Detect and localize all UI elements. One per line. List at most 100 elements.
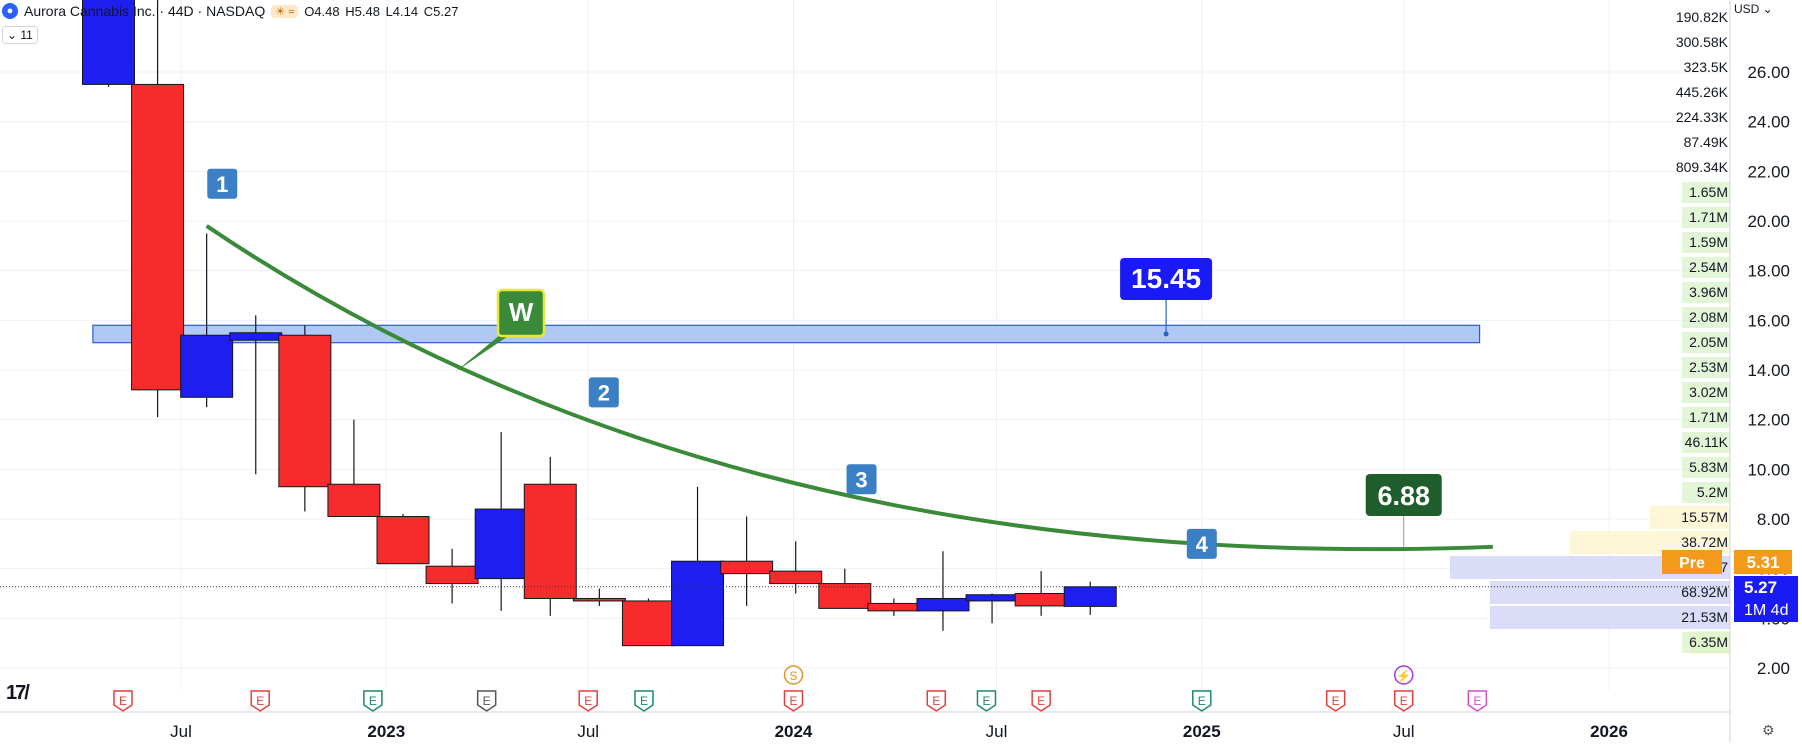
tradingview-logo[interactable]: 17/	[6, 682, 30, 704]
candle-up	[1063, 586, 1117, 607]
candle-down	[1014, 593, 1068, 607]
wave-label-box	[588, 377, 619, 408]
event-marker-badge	[476, 690, 497, 712]
volume-profile-label: 5.83M	[1689, 459, 1728, 475]
volume-profile-label: 323.5K	[1684, 59, 1729, 75]
event-markers: E E E E E E ESE E E E E E⚡E	[113, 665, 1488, 712]
event-marker-glyph: E	[584, 694, 592, 708]
event-marker-glyph: E	[1400, 694, 1408, 708]
volume-profile-label: 190.82K	[1676, 9, 1729, 25]
candle-down	[425, 565, 479, 585]
price-axis-tick: 20.00	[1747, 212, 1790, 231]
event-marker-badge	[363, 690, 383, 712]
volume-profile-bar	[1490, 606, 1730, 629]
event-marker-glyph: E	[640, 694, 648, 708]
event-marker-badge	[783, 690, 804, 712]
volume-profile-label: 87.49K	[1684, 134, 1729, 150]
price-axis-tick: 2.00	[1757, 659, 1790, 678]
volume-profile-label: 2.54M	[1689, 259, 1728, 275]
wave-label-box	[207, 168, 238, 199]
event-marker-glyph: E	[1037, 694, 1045, 708]
volume-profile-bar	[1682, 332, 1730, 353]
trend-curve	[205, 224, 1493, 552]
ohlc-low: L4.14	[385, 3, 419, 19]
candle-up	[671, 560, 725, 647]
event-marker-glyph: E	[119, 694, 127, 708]
volume-profile-bar	[1682, 432, 1730, 453]
event-marker-badge	[1325, 690, 1346, 712]
event-marker-badge	[250, 690, 270, 712]
zone-label-anchor	[1163, 331, 1169, 337]
time-axis-tick: Jul	[170, 722, 192, 741]
volume-profile-label: 224.33K	[1676, 109, 1729, 125]
time-axis-tick: Jul	[1393, 722, 1415, 741]
last-price-value: 5.27	[1744, 578, 1777, 597]
price-axis-tick: 14.00	[1747, 361, 1790, 380]
event-marker-badge	[1467, 690, 1488, 712]
volume-profile-bar	[1682, 257, 1730, 278]
pre-market-label: Pre	[1679, 555, 1705, 572]
currency-select[interactable]: USD ⌄	[1734, 2, 1773, 16]
time-axis-tick: 2024	[775, 722, 813, 741]
candle-down	[867, 602, 921, 612]
wave-label-box	[1186, 528, 1217, 559]
volume-profile-bar	[1682, 457, 1730, 478]
volume-profile-label: 5.2M	[1697, 484, 1728, 500]
volume-profile-bar	[1682, 232, 1730, 253]
symbol-logo-icon[interactable]: ●	[2, 3, 18, 19]
time-axis-tick: 2026	[1590, 722, 1628, 741]
volume-profile-bar	[1650, 506, 1730, 529]
volume-profile-label: 6.35M	[1689, 634, 1728, 650]
volume-profile-label: 68.92M	[1681, 584, 1728, 600]
event-marker-badge	[976, 690, 997, 712]
volume-profile-label: 3.96M	[1689, 284, 1728, 300]
candle-up	[81, 0, 135, 85]
price-axis-tick: 18.00	[1747, 262, 1790, 281]
candle-up	[965, 594, 1019, 602]
indicator-count: 11	[20, 28, 33, 42]
event-marker-glyph: E	[932, 694, 940, 708]
candle-down	[621, 600, 675, 647]
event-marker-circle	[1393, 665, 1414, 685]
candle-down	[720, 560, 774, 575]
candle-up	[229, 332, 283, 341]
event-marker-glyph: E	[1473, 694, 1481, 708]
wave-label-text: 4	[1196, 532, 1209, 557]
event-marker-badge	[634, 690, 654, 712]
price-axis-tick: 16.00	[1747, 311, 1790, 330]
volume-profile-bar	[1682, 182, 1730, 203]
volume-profile-label: 2.05M	[1689, 334, 1728, 350]
ohlc-values: O4.48 H5.48 L4.14 C5.27	[304, 4, 460, 19]
indicator-toggle[interactable]: ⌄ 11	[2, 26, 38, 44]
volume-profile: 190.82K 300.58K 323.5K 445.26K 224.33K 87.49K…	[1450, 9, 1730, 654]
volume-profile-bar	[1570, 531, 1730, 554]
currency-label: USD	[1734, 2, 1760, 16]
event-marker-glyph: E	[1332, 694, 1340, 708]
candle-up	[474, 508, 528, 580]
volume-profile-bar	[1682, 632, 1730, 653]
symbol-title[interactable]: Aurora Cannabis Inc. · 44D · NASDAQ	[24, 3, 266, 19]
zone-label-box	[1120, 258, 1213, 300]
market-status-icon[interactable]: ☀ ≈	[271, 4, 299, 18]
volume-profile-bar	[1682, 282, 1730, 303]
price-axis-tick: 8.00	[1757, 510, 1790, 529]
ohlc-close: C5.27	[423, 3, 459, 19]
candle-down	[278, 334, 332, 488]
event-marker-glyph: E	[483, 694, 491, 708]
settings-gear-icon[interactable]: ⚙	[1762, 722, 1775, 738]
event-marker-badge	[1393, 690, 1414, 712]
candle-down	[131, 83, 185, 391]
event-marker-badge	[578, 690, 598, 712]
event-marker-glyph: ⚡	[1396, 669, 1411, 683]
candles	[81, 0, 1117, 647]
candle-down	[376, 516, 430, 565]
candle-down	[327, 483, 381, 518]
volume-profile-label: 1.71M	[1689, 209, 1728, 225]
event-marker-glyph: S	[789, 669, 797, 683]
candle-down	[769, 570, 823, 585]
symbol-header: ● Aurora Cannabis Inc. · 44D · NASDAQ ☀ …	[0, 0, 460, 22]
volume-profile-label: 2.08M	[1689, 309, 1728, 325]
wave-label-text: 1	[216, 172, 228, 197]
